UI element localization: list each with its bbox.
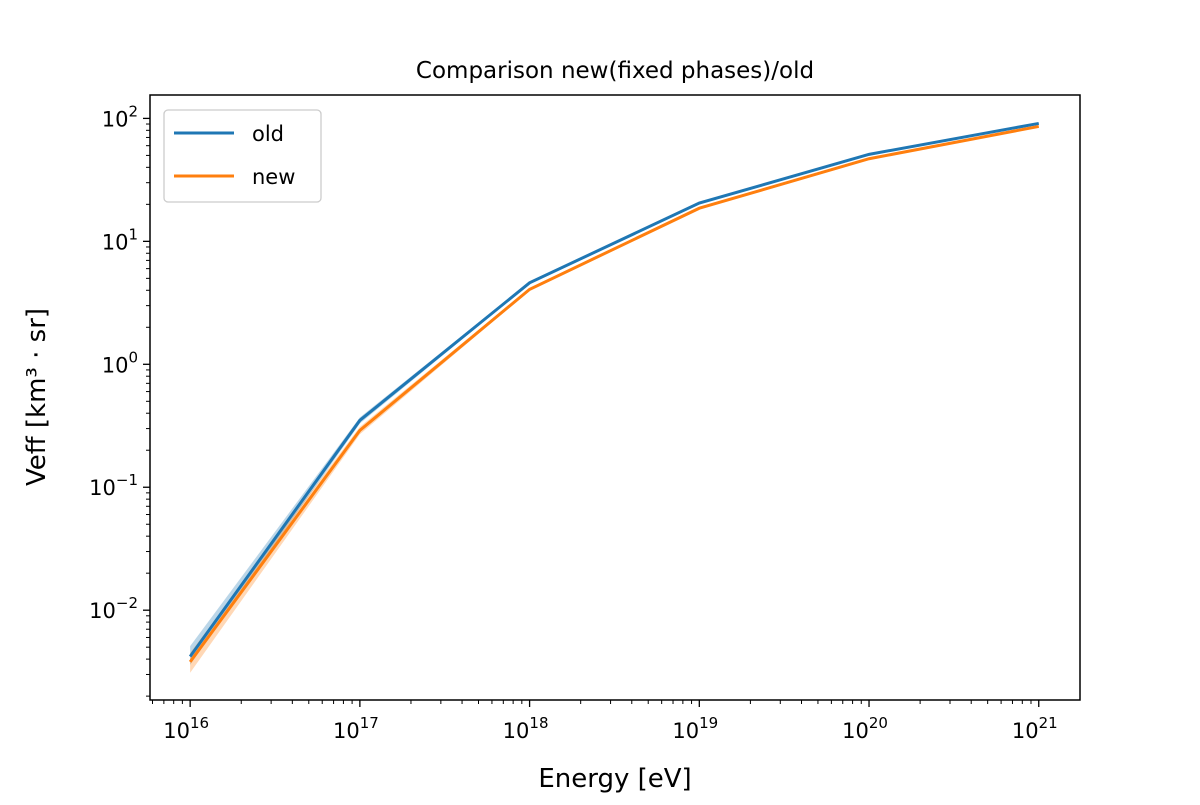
legend-label-old: old xyxy=(252,122,284,146)
chart-title: Comparison new(fixed phases)/old xyxy=(416,58,814,84)
x-axis-label: Energy [eV] xyxy=(538,764,691,794)
y-tick-label: 100 xyxy=(102,348,138,377)
y-tick-label: 10−1 xyxy=(89,471,138,500)
x-tick-label: 1016 xyxy=(163,714,209,743)
x-tick-label: 1020 xyxy=(842,714,888,743)
line-new xyxy=(190,126,1039,661)
x-tick-label: 1021 xyxy=(1012,714,1058,743)
y-axis-label: Veff [km³ · sr] xyxy=(22,308,52,486)
x-tick-label: 1018 xyxy=(503,714,549,743)
y-tick-label: 102 xyxy=(102,102,138,131)
line-old xyxy=(190,123,1039,656)
legend: old new xyxy=(164,110,321,202)
legend-label-new: new xyxy=(252,165,295,189)
x-tick-label: 1017 xyxy=(333,714,379,743)
legend-box xyxy=(164,110,321,202)
band-old xyxy=(190,123,1039,665)
band-new xyxy=(190,126,1039,673)
y-tick-label: 10−2 xyxy=(89,594,138,623)
y-tick-label: 101 xyxy=(102,225,138,254)
x-tick-label: 1019 xyxy=(672,714,718,743)
